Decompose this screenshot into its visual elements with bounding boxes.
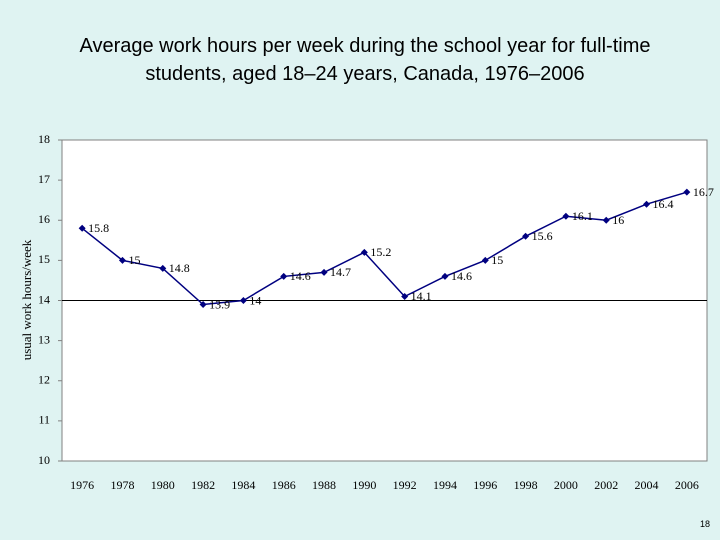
chart-title: Average work hours per week during the s… [79,35,650,57]
data-point [683,188,691,196]
data-point [562,212,570,220]
data-point [643,200,651,208]
y-tick-label: 13 [38,332,50,346]
data-point [441,272,449,280]
y-tick-label: 15 [38,252,50,266]
data-point [118,256,126,264]
x-tick-label: 1980 [151,478,175,492]
data-label: 13.9 [209,297,230,311]
y-tick-label: 17 [38,172,50,186]
x-tick-label: 1994 [433,478,457,492]
x-tick-label: 1990 [352,478,376,492]
x-tick-label: 1986 [272,478,296,492]
data-label: 15.2 [370,245,391,259]
x-tick-label: 2000 [554,478,578,492]
page-number: 18 [700,519,710,529]
data-point [522,232,530,240]
data-point [320,268,328,276]
y-tick-label: 10 [38,453,50,467]
data-label: 14.6 [451,269,472,283]
data-label: 14.8 [169,261,190,275]
data-line [81,191,688,306]
data-label: 14.7 [330,265,351,279]
x-tick-label: 1992 [393,478,417,492]
chart-title: students, aged 18–24 years, Canada, 1976… [145,63,584,85]
data-label: 15.8 [88,221,109,235]
x-tick-label: 1984 [231,478,255,492]
y-axis-label: usual work hours/week [19,239,34,360]
data-label: 14.6 [290,269,311,283]
data-point [280,272,288,280]
data-label: 15 [128,253,140,267]
x-tick-label: 2004 [635,478,659,492]
y-tick-label: 14 [38,292,50,306]
x-tick-label: 1976 [70,478,94,492]
y-tick-label: 12 [38,373,50,387]
x-tick-label: 1996 [473,478,497,492]
x-tick-label: 1978 [110,478,134,492]
data-point [239,297,247,304]
x-tick-label: 2006 [675,478,699,492]
y-tick-label: 18 [38,132,50,146]
x-tick-label: 2002 [594,478,618,492]
data-label: 16.4 [653,197,674,211]
x-tick-label: 1982 [191,478,215,492]
x-tick-label: 1988 [312,478,336,492]
y-tick-label: 16 [38,212,50,226]
data-point [199,301,207,309]
data-label: 16.7 [693,185,714,199]
data-label: 15.6 [532,229,553,243]
data-label: 16 [612,213,624,227]
y-tick-label: 11 [38,413,50,427]
x-tick-label: 1998 [514,478,538,492]
data-point [360,248,368,256]
data-label: 15 [491,253,503,267]
data-point [401,292,409,300]
data-label: 14.1 [411,289,432,303]
data-point [159,264,167,272]
data-label: 14 [249,293,261,307]
data-label: 16.1 [572,209,593,223]
data-point [78,224,86,232]
data-point [481,256,489,264]
data-point [602,216,610,224]
